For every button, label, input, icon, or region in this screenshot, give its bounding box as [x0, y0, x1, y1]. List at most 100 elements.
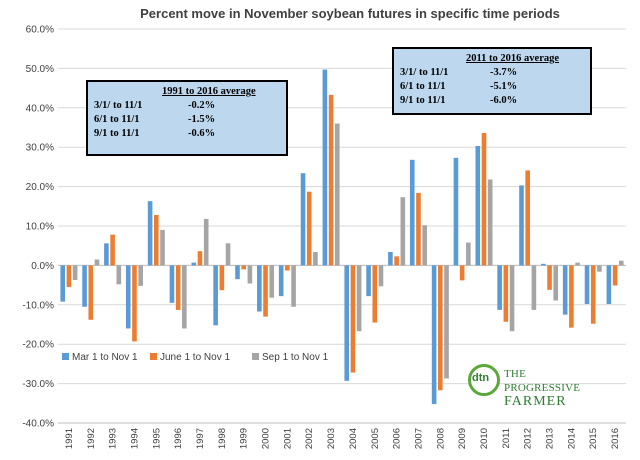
x-tick-label: 2012 — [523, 428, 534, 449]
bar — [481, 133, 487, 266]
bar — [306, 191, 312, 266]
bars — [60, 69, 624, 405]
box-title: 2011 to 2016 average — [466, 53, 560, 64]
bar — [104, 243, 109, 266]
bar — [175, 265, 181, 310]
box-row-label: 6/1 to 11/1 — [400, 81, 446, 92]
bar — [263, 265, 268, 317]
box-row-value: -5.1% — [490, 81, 518, 92]
bar — [612, 265, 618, 286]
bar — [72, 265, 78, 280]
y-tick-label: 0.0% — [31, 261, 54, 272]
bar — [235, 265, 240, 280]
x-tick-label: 2003 — [326, 428, 337, 449]
x-tick-label: 2013 — [545, 428, 556, 449]
bar — [322, 69, 328, 266]
legend-label: Sep 1 to Nov 1 — [262, 352, 329, 363]
x-tick-label: 1999 — [239, 428, 250, 449]
y-tick-label: -10.0% — [22, 300, 54, 311]
bar — [366, 265, 371, 297]
x-tick-label: 2011 — [501, 428, 512, 448]
x-tick-label: 1992 — [86, 428, 97, 449]
bar — [257, 265, 262, 312]
bar — [378, 265, 384, 287]
bar — [285, 265, 290, 271]
bar — [453, 157, 459, 266]
bar — [82, 265, 87, 307]
bar — [497, 265, 502, 310]
bar — [475, 146, 481, 266]
bar — [191, 262, 197, 266]
bar — [94, 259, 100, 266]
logo-line-2: FARMER — [504, 394, 567, 409]
y-tick-label: -30.0% — [22, 379, 54, 390]
bar — [562, 265, 568, 315]
y-tick-label: -20.0% — [22, 340, 54, 351]
bar — [394, 256, 399, 266]
average-box-1991-2016: 1991 to 2016 average 3/1/ to 11/1 -0.2% … — [86, 80, 288, 156]
bar — [400, 197, 406, 266]
legend-label: June 1 to Nov 1 — [160, 352, 230, 363]
bar — [547, 265, 552, 290]
y-tick-label: 60.0% — [26, 25, 54, 36]
bar — [241, 265, 246, 270]
bar — [219, 265, 225, 291]
bar — [344, 265, 350, 381]
x-tick-label: 2006 — [392, 428, 403, 449]
x-tick-label: 2009 — [457, 428, 468, 449]
legend-swatch — [150, 353, 157, 360]
bar — [590, 265, 596, 324]
bar — [459, 265, 465, 281]
x-tick-label: 2000 — [261, 428, 272, 449]
bar — [182, 265, 187, 329]
bar — [350, 265, 356, 373]
x-tick-label: 2008 — [435, 428, 446, 449]
bar — [487, 179, 493, 266]
bar — [313, 252, 318, 266]
bar — [388, 252, 393, 266]
box-row-label: 9/1 to 11/1 — [94, 128, 140, 139]
x-tick-label: 1995 — [151, 428, 162, 449]
bar — [438, 265, 443, 391]
box-row-value: -6.0% — [490, 95, 518, 106]
dtn-logo-circle-icon — [468, 364, 500, 396]
bar — [531, 265, 537, 310]
box-row-label: 6/1 to 11/1 — [94, 114, 140, 125]
bar — [597, 265, 602, 272]
bar — [553, 265, 559, 301]
bar — [584, 265, 590, 305]
chart-title: Percent move in November soybean futures… — [140, 6, 560, 21]
bar — [116, 265, 122, 285]
x-tick-label: 2004 — [348, 428, 359, 449]
bar — [409, 159, 415, 266]
bar — [569, 265, 574, 328]
bar — [334, 123, 340, 266]
logo-mark: dtn — [472, 372, 490, 384]
y-tick-label: -40.0% — [22, 419, 54, 430]
bar — [422, 225, 427, 266]
y-tick-label: 20.0% — [26, 182, 54, 193]
bar — [416, 192, 421, 266]
x-tick-label: 2005 — [370, 428, 381, 449]
bar — [444, 265, 449, 379]
bar — [431, 265, 437, 405]
legend-label: Mar 1 to Nov 1 — [72, 352, 138, 363]
x-tick-label: 1996 — [173, 428, 184, 449]
y-tick-label: 50.0% — [26, 64, 54, 75]
x-tick-label: 1994 — [129, 428, 140, 449]
bar — [541, 263, 546, 266]
bar — [110, 234, 115, 266]
box-row-value: -3.7% — [490, 67, 518, 78]
legend-swatch — [252, 353, 259, 360]
x-tick-label: 1991 — [64, 428, 75, 449]
bar — [203, 218, 209, 266]
bar — [213, 265, 218, 326]
x-tick-label: 2015 — [588, 428, 599, 449]
bar — [606, 265, 612, 305]
bar — [154, 214, 159, 266]
bar — [300, 173, 306, 266]
box-row-value: -0.2% — [188, 100, 216, 111]
box-row-value: -1.5% — [188, 114, 216, 125]
bar — [356, 265, 362, 332]
